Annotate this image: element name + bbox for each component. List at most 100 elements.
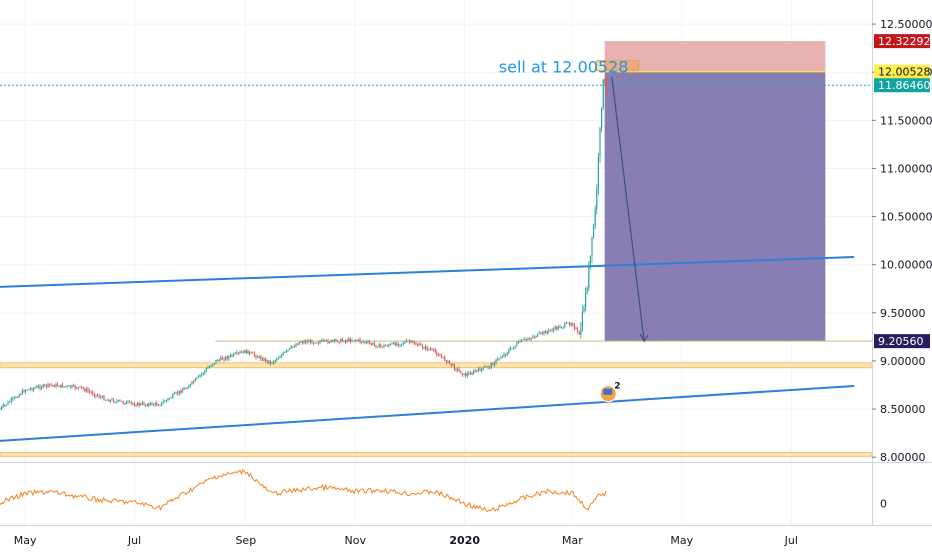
candle-body [441, 355, 443, 358]
entry-label-box[interactable] [604, 60, 640, 72]
candle-body [50, 384, 52, 386]
candle-body [60, 384, 62, 388]
candle-body [164, 401, 166, 403]
candle-body [329, 342, 331, 344]
candle-body [276, 359, 278, 361]
candle-body [346, 340, 348, 342]
trend-line[interactable] [0, 384, 855, 442]
candle-body [9, 401, 11, 403]
candle-body [453, 364, 455, 369]
support-zone[interactable] [0, 451, 873, 457]
support-zone[interactable] [0, 362, 873, 369]
candle-body [7, 402, 9, 405]
candle-body [92, 392, 94, 395]
target-arrow-head[interactable] [639, 333, 649, 343]
candle-body [577, 328, 579, 332]
candle-body [425, 346, 427, 349]
candle-body [189, 383, 191, 387]
candle-body [341, 339, 343, 341]
candle-body [210, 365, 212, 367]
candle-body [231, 355, 233, 356]
candle-body [361, 341, 363, 343]
candle-body [500, 357, 502, 359]
stop-loss-zone[interactable] [604, 41, 826, 72]
candle-body [31, 388, 33, 391]
candle-body [28, 388, 30, 390]
candle-body [433, 349, 435, 351]
candle-body [140, 403, 142, 406]
candle-body [460, 370, 462, 374]
candle-body [565, 322, 567, 324]
candle-body [391, 343, 393, 345]
candle-body [519, 341, 521, 343]
x-tick-label: Jul [127, 534, 141, 547]
candle-body [484, 366, 486, 368]
candle-body [324, 339, 326, 341]
candle-body [482, 366, 484, 369]
candle-body [69, 385, 71, 388]
candle-body [532, 336, 534, 339]
candle-body [349, 338, 351, 342]
candle-body [530, 338, 532, 340]
candle-body [538, 332, 540, 334]
candle-body [429, 349, 431, 350]
candle-body [241, 352, 243, 354]
short-position-tool[interactable] [596, 41, 826, 342]
candle-body [546, 331, 548, 334]
candle-body [477, 368, 479, 371]
candle-body [573, 324, 575, 329]
candle-body [119, 400, 121, 401]
candle-body [493, 363, 495, 366]
candle-body [588, 268, 590, 288]
candle-body [404, 341, 406, 344]
candle-body [177, 392, 179, 394]
candle-body [111, 399, 113, 401]
candle-body [353, 340, 355, 342]
candle-body [42, 384, 44, 388]
candle-body [321, 340, 323, 342]
price-tag [874, 334, 930, 349]
grid [0, 0, 932, 525]
candle-body [68, 385, 70, 387]
candle-body [343, 340, 345, 342]
candle-body [554, 326, 556, 330]
candle-body [162, 401, 164, 403]
candle-body [442, 356, 444, 358]
overlay: sell at 12.00528 2 [499, 57, 649, 403]
target-arrow[interactable] [611, 76, 645, 342]
trend-line[interactable] [0, 255, 855, 288]
candle-body [127, 401, 129, 403]
candle-body [289, 347, 291, 350]
candle-body [514, 346, 516, 349]
candle-body [13, 396, 15, 398]
candle-body [253, 353, 255, 356]
candle-body [204, 370, 206, 374]
profit-target-zone[interactable] [604, 71, 826, 342]
earnings-flag-icon[interactable]: 2 [599, 382, 621, 403]
drawing-lines[interactable] [0, 84, 872, 442]
price-tag-label: 11.86460 [878, 79, 931, 92]
y-tick-label: 11.50000 [880, 114, 932, 127]
candle-body [367, 341, 369, 343]
candle-body [370, 343, 372, 345]
candle-body [153, 404, 155, 406]
candle-body [300, 341, 302, 343]
candle-body [396, 343, 398, 346]
candle-body [601, 108, 603, 128]
candle-body [537, 333, 539, 337]
candle-body [41, 387, 43, 389]
candle-body [106, 399, 108, 401]
candle-body [18, 394, 20, 398]
candle-body [175, 392, 177, 394]
annotation-text[interactable]: sell at 12.00528 [499, 57, 629, 76]
candle-body [569, 323, 571, 326]
candle-body [450, 363, 452, 366]
candle-body [281, 354, 283, 358]
candle-body [385, 345, 387, 346]
candle-body [497, 358, 499, 360]
candle-body [381, 346, 383, 348]
x-tick-label: Mar [562, 534, 583, 547]
candle-body [188, 386, 190, 389]
candle-body [159, 405, 161, 407]
candle-body [527, 339, 529, 340]
